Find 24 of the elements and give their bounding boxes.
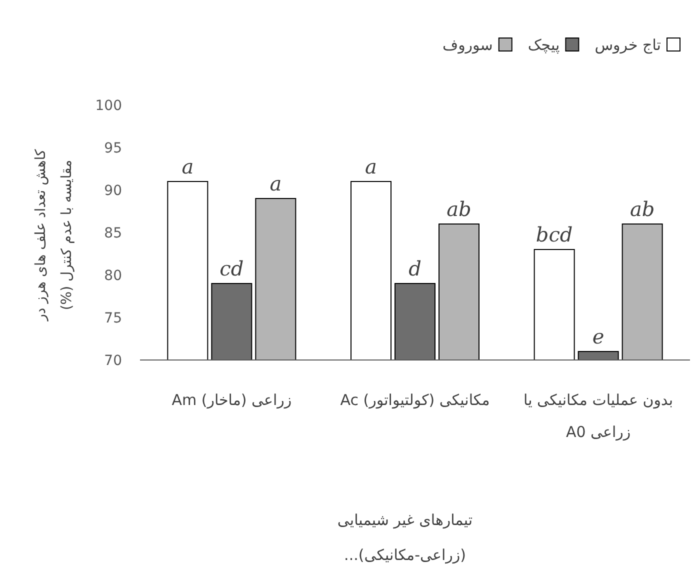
y-tick-label: 100 bbox=[95, 98, 122, 114]
x-tick-label: زراعی (ماخار) Am bbox=[172, 391, 292, 409]
legend-label: تاج خروس bbox=[594, 36, 661, 54]
data-label: e bbox=[592, 324, 604, 348]
data-label: d bbox=[408, 256, 422, 280]
legend-label: سوروف bbox=[442, 36, 493, 54]
y-tick-label: 75 bbox=[104, 310, 122, 326]
legend-label: پیچک bbox=[528, 36, 560, 54]
y-tick-label: 90 bbox=[104, 183, 122, 199]
data-label: bcd bbox=[536, 222, 573, 246]
y-tick-label: 70 bbox=[104, 353, 122, 369]
data-label: a bbox=[365, 154, 377, 178]
x-tick-label: مکانیکی (کولتیواتور) Ac bbox=[340, 391, 490, 409]
data-label: ab bbox=[446, 197, 472, 221]
y-tick-label: 95 bbox=[104, 140, 122, 156]
y-tick-label: 85 bbox=[104, 226, 122, 242]
x-axis-title: تیمارهای غیر شیمیایی (زراعی-مکانیکی)... bbox=[337, 511, 473, 564]
data-label: cd bbox=[220, 256, 244, 280]
data-label: a bbox=[182, 154, 194, 178]
data-label: a bbox=[270, 172, 282, 196]
x-tick-label: بدون عملیات مکانیکی یا زراعی A0 bbox=[524, 391, 674, 441]
data-label: ab bbox=[630, 197, 655, 221]
y-tick-label: 80 bbox=[104, 268, 122, 284]
y-axis-title: کاهش تعداد علف های هرز در مقایسه با عدم کنترل (%) bbox=[33, 148, 75, 322]
